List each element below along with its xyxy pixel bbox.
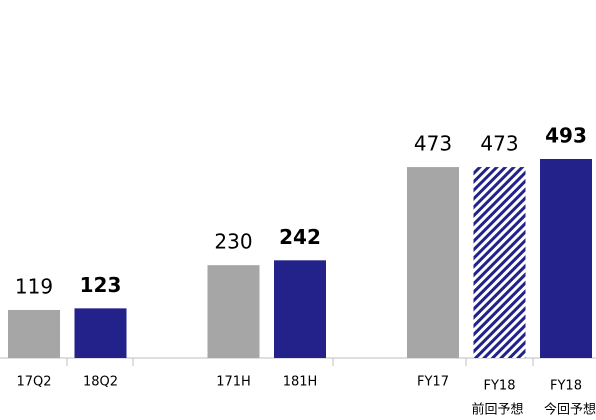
x-tick-label: 17Q2 — [16, 375, 51, 390]
bar — [74, 308, 127, 358]
bar — [274, 260, 326, 358]
bar — [473, 167, 526, 358]
value-label: 242 — [279, 225, 321, 249]
x-tick-label: FY18 — [550, 379, 582, 394]
value-label: 473 — [480, 132, 518, 156]
x-tick-label: FY17 — [417, 375, 449, 390]
dividers — [66, 358, 534, 366]
x-sub-label: 今回予想 — [544, 402, 596, 418]
x-tick-label: 18Q2 — [83, 375, 118, 390]
value-label: 119 — [15, 274, 53, 298]
x-tick-label: 181H — [283, 375, 318, 390]
x-tick-label: FY18 — [484, 379, 516, 394]
value-label: 493 — [545, 124, 587, 148]
bar — [407, 167, 459, 358]
x-tick-label: 171H — [216, 375, 251, 390]
bar — [540, 159, 592, 358]
value-label: 230 — [214, 230, 252, 254]
value-label: 123 — [80, 273, 122, 297]
value-label: 473 — [414, 132, 452, 156]
bar — [8, 309, 60, 358]
x-sub-label: 前回予想 — [471, 402, 523, 418]
bar — [207, 265, 260, 358]
